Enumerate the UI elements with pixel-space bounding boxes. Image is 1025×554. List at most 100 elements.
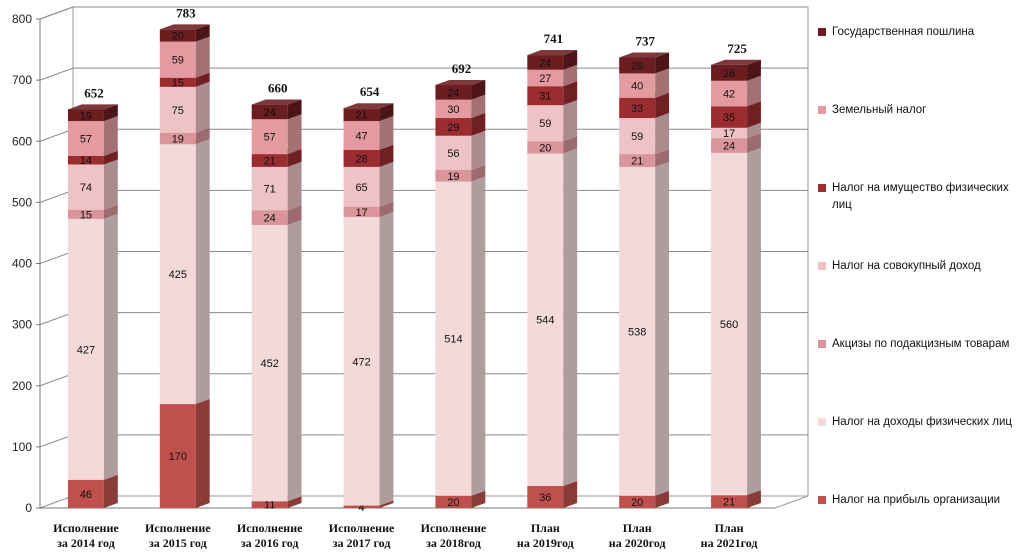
data-label: 65 bbox=[355, 182, 367, 194]
bar-segment bbox=[527, 141, 564, 154]
y-tick-label: 800 bbox=[12, 12, 32, 26]
bar-segment bbox=[527, 153, 564, 486]
bar-segment-side bbox=[379, 103, 394, 122]
bar-segment-side bbox=[747, 133, 761, 153]
data-label: 24 bbox=[723, 141, 735, 153]
category-label: Исполнение bbox=[53, 521, 119, 535]
bar-segment bbox=[619, 73, 656, 98]
total-label: 737 bbox=[635, 34, 655, 49]
bar-segment bbox=[619, 118, 656, 155]
bar-segment bbox=[435, 135, 472, 170]
bar-segment-side bbox=[747, 122, 761, 139]
category-label: Исполнение bbox=[145, 521, 211, 535]
y-tick-label: 400 bbox=[12, 257, 32, 271]
bar-segment-side bbox=[471, 490, 486, 508]
data-label: 59 bbox=[539, 118, 551, 130]
gridline bbox=[39, 6, 808, 20]
data-label: 24 bbox=[539, 57, 551, 69]
bar-segment bbox=[159, 404, 196, 508]
data-label: 560 bbox=[720, 319, 738, 331]
bar-segment bbox=[527, 55, 564, 70]
bar-segment-side bbox=[563, 480, 578, 508]
data-label: 11 bbox=[264, 500, 275, 512]
bar-segment-side bbox=[471, 164, 486, 182]
bar-segment-side bbox=[563, 148, 578, 486]
legend-label: Государственная пошлина bbox=[832, 26, 975, 38]
total-label: 660 bbox=[268, 81, 288, 96]
bar-segment-side bbox=[287, 99, 302, 120]
data-label: 24 bbox=[447, 87, 459, 99]
data-label: 21 bbox=[355, 110, 367, 122]
bar-segment bbox=[159, 132, 196, 145]
legend-label: Налог на имущество физических лиц bbox=[832, 182, 1009, 211]
bar-stack: 4 472 17 65 28 47 21 bbox=[343, 103, 394, 514]
bar-segment bbox=[619, 154, 656, 167]
bar-segment-top bbox=[251, 99, 302, 105]
data-label: 425 bbox=[169, 269, 187, 281]
bar-segment bbox=[343, 206, 380, 218]
data-label: 26 bbox=[631, 60, 643, 72]
data-label: 35 bbox=[723, 112, 735, 124]
data-label: 21 bbox=[723, 497, 735, 509]
data-label: 514 bbox=[444, 334, 462, 346]
bar-segment-side bbox=[103, 204, 118, 219]
category-label: за 2018год bbox=[426, 536, 481, 550]
data-label: 20 bbox=[539, 142, 551, 154]
bar-segment bbox=[619, 166, 656, 496]
bar-stack: 11 452 24 71 21 57 24 bbox=[251, 99, 302, 512]
legend-swatch bbox=[818, 340, 826, 348]
data-label: 27 bbox=[539, 73, 551, 85]
bar-segment-side bbox=[655, 161, 670, 496]
data-label: 20 bbox=[631, 497, 643, 509]
bar-segment bbox=[619, 97, 656, 119]
total-label: 783 bbox=[176, 5, 196, 20]
data-label: 36 bbox=[539, 492, 551, 504]
data-label: 544 bbox=[536, 315, 554, 327]
bar-segment-side bbox=[563, 81, 578, 106]
bar-segment-side bbox=[655, 52, 670, 74]
chart-background bbox=[36, 6, 809, 509]
bar-segment-side bbox=[747, 147, 761, 496]
legend-label: Акцизы по подакцизным товарам bbox=[832, 338, 1010, 350]
bar-segment bbox=[711, 138, 748, 153]
bar-stack: 170 425 19 75 15 59 20 bbox=[159, 24, 210, 508]
bar-segment-top bbox=[343, 103, 394, 109]
bar-segment bbox=[343, 108, 380, 122]
bar-segment bbox=[527, 485, 564, 508]
bar-segment-side bbox=[379, 161, 394, 207]
bar-segment-side bbox=[471, 94, 486, 119]
category-label: за 2017 год bbox=[333, 536, 391, 550]
data-label: 21 bbox=[631, 156, 643, 168]
bar-segment-side bbox=[655, 490, 670, 508]
data-label: 42 bbox=[723, 89, 735, 101]
category-label: План bbox=[531, 521, 560, 535]
bar-segment-side bbox=[195, 399, 210, 508]
bar-segment-top bbox=[435, 79, 486, 86]
bar-segment bbox=[711, 152, 748, 496]
data-label: 30 bbox=[447, 104, 459, 116]
data-label: 59 bbox=[631, 131, 643, 143]
legend-swatch bbox=[818, 28, 826, 36]
bar-segment-side bbox=[655, 149, 670, 167]
bar-segment-side bbox=[655, 92, 670, 119]
bar-segment-side bbox=[287, 219, 302, 502]
data-label: 17 bbox=[355, 207, 367, 219]
bar-segment-side bbox=[471, 176, 486, 496]
bar-segment bbox=[251, 119, 288, 155]
category-label: за 2015 год bbox=[149, 536, 207, 550]
data-label: 56 bbox=[447, 148, 459, 160]
bar-segment bbox=[527, 69, 564, 87]
data-label: 33 bbox=[631, 103, 643, 115]
bar-stack: 20 514 19 56 29 30 24 bbox=[435, 79, 486, 509]
bar-segment bbox=[527, 86, 564, 106]
bar-segment-side bbox=[379, 201, 394, 218]
bar-segment bbox=[711, 80, 748, 107]
bar-segment bbox=[343, 149, 380, 167]
bar-segment-side bbox=[379, 212, 394, 506]
data-label: 40 bbox=[631, 81, 643, 93]
data-label: 19 bbox=[447, 171, 459, 183]
legend-label: Налог на доходы физических лиц bbox=[832, 416, 1013, 428]
bar-segment-side bbox=[747, 101, 761, 128]
bar-segment-side bbox=[379, 500, 394, 508]
data-label: 57 bbox=[264, 132, 276, 144]
